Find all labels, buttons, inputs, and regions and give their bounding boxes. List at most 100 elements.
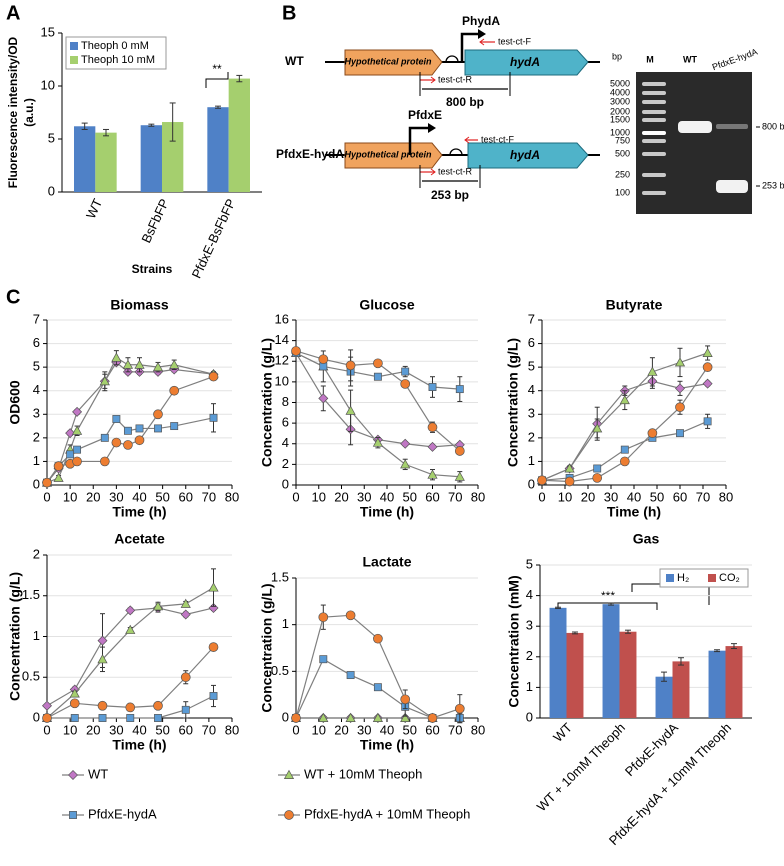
gene-label: hydA	[510, 55, 540, 69]
construct-diagram: WT Hypothetical protein hydA PhydA test-…	[276, 14, 622, 202]
construct-label: WT	[285, 54, 304, 68]
bar	[725, 646, 743, 718]
marker	[42, 477, 52, 488]
y-tick-label: 4	[33, 382, 40, 397]
marker	[65, 428, 76, 439]
x-tick-label: 30	[604, 489, 618, 504]
marker	[319, 655, 328, 664]
x-tick-label: 70	[202, 489, 216, 504]
marker	[345, 360, 356, 371]
ladder-label: 2000	[610, 106, 630, 116]
legend-label: H₂	[677, 572, 689, 584]
marker	[400, 712, 411, 722]
x-tick-label: 10	[63, 722, 77, 737]
marker	[372, 712, 383, 722]
x-tick-label: 60	[179, 722, 193, 737]
y-tick-label: 0	[33, 476, 40, 491]
x-tick-label: 20	[334, 489, 348, 504]
marker	[98, 714, 107, 722]
y-axis-label: OD600	[7, 380, 23, 425]
marker	[373, 633, 383, 644]
y-axis-label: Concentration (g/L)	[7, 572, 23, 701]
y-tick-label: 5	[528, 359, 535, 374]
y-tick-label: 4	[526, 587, 533, 602]
marker	[208, 582, 219, 592]
marker	[400, 459, 411, 469]
legend-label: Theoph 10 mM	[81, 54, 155, 66]
marker	[647, 366, 658, 376]
x-tick-label: 60	[425, 722, 439, 737]
marker	[209, 413, 218, 422]
significance-bracket	[205, 72, 229, 88]
y-tick-label: 14	[275, 332, 289, 347]
x-tick-label: 0	[292, 489, 299, 504]
x-axis-label: Time (h)	[360, 737, 414, 753]
marker	[112, 415, 121, 423]
marker	[620, 445, 629, 454]
marker	[427, 422, 438, 433]
marker	[152, 361, 164, 372]
bar	[162, 122, 184, 192]
x-tick-label: 50	[650, 489, 664, 504]
marker	[373, 358, 383, 369]
y-tick-label: 0	[528, 476, 535, 491]
marker	[400, 379, 411, 389]
y-tick-label: 1	[282, 616, 289, 631]
band-label: 253 bp	[762, 180, 784, 190]
y-tick-label: 0	[33, 709, 40, 724]
marker	[126, 714, 135, 722]
bar	[602, 604, 620, 718]
x-tick-label: 80	[719, 489, 733, 504]
marker	[564, 476, 575, 487]
panel-label: B	[282, 2, 296, 24]
marker	[71, 425, 83, 435]
marker	[154, 424, 162, 433]
construct-label: PfdxE-hydA	[276, 147, 344, 161]
marker	[291, 346, 301, 356]
x-tick-label: 80	[225, 489, 239, 504]
y-tick-label: 4	[282, 435, 289, 450]
marker	[69, 811, 77, 819]
legend-box	[65, 36, 167, 70]
y-axis-label: Concentration (g/L)	[259, 583, 275, 712]
significance-bracket	[557, 602, 658, 610]
marker	[170, 422, 179, 431]
x-tick-label: 20	[86, 489, 100, 504]
marker	[428, 383, 437, 391]
ladder-band	[642, 110, 666, 114]
marker	[676, 429, 684, 438]
x-tick-label: 60	[179, 489, 193, 504]
annotation: **	[212, 62, 222, 76]
y-tick-label: 4	[528, 382, 535, 397]
marker	[345, 712, 356, 722]
x-tick-label: 70	[448, 722, 462, 737]
chart-title: Glucose	[359, 297, 414, 313]
x-axis-label: Time (h)	[360, 504, 414, 520]
x-tick-label: 40	[132, 722, 146, 737]
marker	[73, 445, 82, 454]
marker	[537, 475, 547, 486]
marker	[345, 405, 356, 415]
ladder-band	[642, 118, 666, 122]
ladder-label: 5000	[610, 78, 630, 88]
gel-band	[678, 121, 712, 133]
y-tick-label: 0	[282, 709, 289, 724]
x-tick-label: 0	[538, 489, 545, 504]
marker	[400, 694, 411, 705]
marker	[373, 372, 382, 381]
y-tick-label: 1	[528, 453, 535, 468]
x-tick-label: 20	[581, 489, 595, 504]
annotation: ***	[601, 589, 615, 603]
y-tick-label: 0	[48, 183, 55, 198]
marker	[318, 712, 329, 722]
marker	[372, 437, 383, 447]
promoter-arrow	[408, 126, 428, 155]
y-tick-label: 1.5	[271, 569, 289, 584]
marker	[181, 705, 190, 714]
terminator	[449, 148, 463, 156]
marker	[97, 635, 108, 646]
marker	[53, 472, 64, 482]
legend-label: PfdxE-hydA	[88, 806, 157, 821]
marker	[42, 700, 52, 711]
